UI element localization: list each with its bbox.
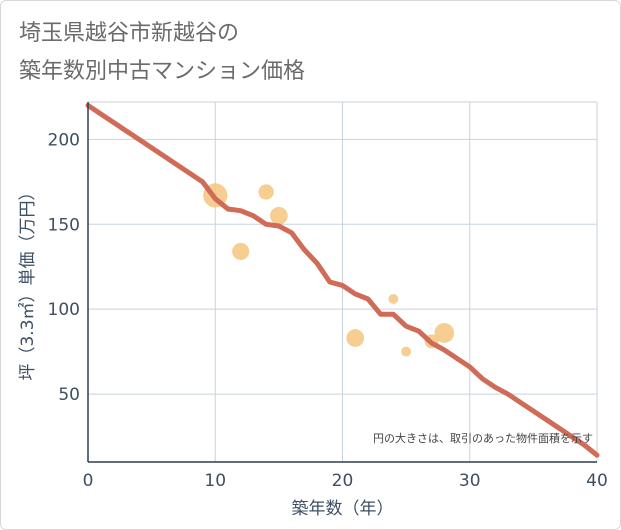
trend-line-layer <box>85 102 600 458</box>
bubble-point <box>232 242 250 261</box>
y-tick-label: 200 <box>48 130 80 150</box>
y-tick-label: 50 <box>58 385 80 405</box>
x-tick-label: 20 <box>332 471 354 491</box>
x-tick-label: 30 <box>459 471 481 491</box>
tick-labels: 0 10 20 30 40 50 100 150 200 <box>48 130 608 491</box>
x-tick-label: 0 <box>83 471 94 491</box>
y-tick-label: 150 <box>48 215 80 235</box>
bubble-point <box>258 184 274 200</box>
x-tick-label: 40 <box>586 471 608 491</box>
y-tick-label: 100 <box>48 300 80 320</box>
chart-title-line-1: 埼玉県越谷市新越谷の <box>19 21 240 46</box>
axes <box>87 102 597 463</box>
bubble-point <box>388 294 399 304</box>
bubble-point <box>270 206 288 225</box>
bubble-size-note: 円の大きさは、取引のあった物件面積を示す <box>373 431 593 445</box>
bubble-point <box>401 346 412 357</box>
trend-line <box>85 102 600 458</box>
bubble-point <box>434 323 455 343</box>
y-axis-label: 坪（3.3㎡）単価（万円） <box>18 183 38 380</box>
x-tick-label: 10 <box>204 471 226 491</box>
x-axis-label: 築年数（年） <box>292 499 394 519</box>
bubble-point <box>346 329 365 347</box>
chart-title-line-2: 築年数別中古マンション価格 <box>19 59 306 84</box>
